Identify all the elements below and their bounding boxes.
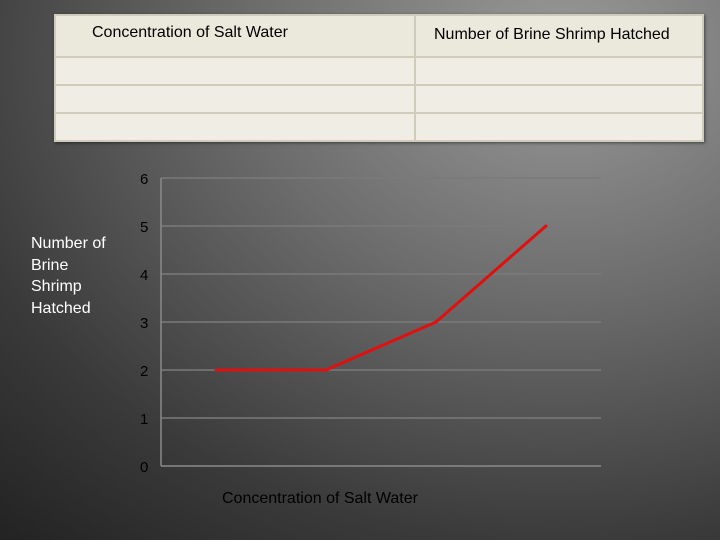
table-row (54, 84, 704, 114)
y-tick-label: 3 (140, 315, 148, 332)
table-header-row: Concentration of Salt Water Number of Br… (54, 14, 704, 58)
table-cell (414, 84, 704, 114)
data-point (544, 224, 548, 228)
table-cell (54, 56, 416, 86)
x-axis-title: Concentration of Salt Water (222, 490, 418, 507)
y-tick-label: 6 (140, 171, 148, 188)
y-tick-label: 4 (140, 267, 148, 284)
table-cell (54, 84, 416, 114)
y-tick-label: 0 (140, 459, 148, 476)
data-point (324, 368, 328, 372)
grid-lines (160, 177, 601, 467)
data-point (434, 320, 438, 324)
data-table: Concentration of Salt Water Number of Br… (54, 14, 704, 142)
y-tick-label: 5 (140, 219, 148, 236)
series-line (216, 224, 547, 372)
y-axis-title: Number of Brine Shrimp Hatched (31, 235, 106, 317)
data-point (214, 368, 218, 372)
table-cell (414, 112, 704, 142)
table-row (54, 56, 704, 86)
table-cell (54, 112, 416, 142)
series-layer (214, 224, 548, 372)
table-cell (414, 56, 704, 86)
table-header-concentration: Concentration of Salt Water (54, 14, 416, 58)
y-axis-ticks: 0 1 2 3 4 5 6 (140, 171, 148, 476)
table-header-shrimp-hatched: Number of Brine Shrimp Hatched (414, 14, 704, 58)
table-row (54, 112, 704, 142)
y-tick-label: 2 (140, 363, 148, 380)
y-tick-label: 1 (140, 411, 148, 428)
